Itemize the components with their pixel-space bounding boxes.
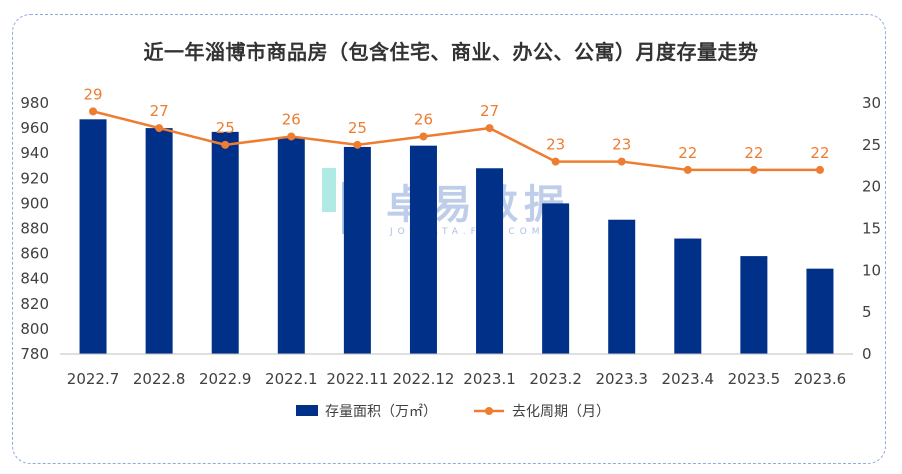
y-tick-right: 30 [862, 94, 881, 112]
data-label: 22 [744, 144, 763, 162]
y-tick-left: 860 [20, 245, 49, 263]
line-series: 29 27 25 26 25 26 27 23 23 22 22 22 [83, 85, 830, 174]
line-point [815, 165, 824, 174]
bar [806, 268, 834, 354]
line-point [287, 132, 296, 141]
data-label: 22 [810, 144, 829, 162]
x-tick-label: 2023.2 [529, 370, 582, 388]
y-tick-left: 880 [20, 220, 49, 238]
bar-series [79, 119, 834, 354]
y-tick-left: 800 [20, 320, 49, 338]
y-tick-right: 25 [862, 136, 881, 154]
legend-swatch-bar [296, 405, 318, 416]
x-tick-label: 2023.6 [794, 370, 847, 388]
bar [79, 119, 107, 354]
data-label: 26 [282, 110, 301, 128]
x-tick-label: 2023.4 [662, 370, 715, 388]
data-label: 26 [414, 110, 433, 128]
data-label: 23 [546, 136, 565, 154]
x-tick-label: 2023.1 [463, 370, 516, 388]
y-tick-right: 5 [862, 303, 872, 321]
x-tick-label: 2022.7 [67, 370, 120, 388]
data-label: 22 [678, 144, 697, 162]
line-point [617, 157, 626, 166]
data-label: 25 [216, 119, 235, 137]
bar [740, 256, 768, 354]
line-point [683, 165, 692, 174]
chart-title: 近一年淄博市商品房（包含住宅、商业、办公、公寓）月度存量走势 [143, 40, 759, 64]
x-tick-label: 2022.1 [265, 370, 318, 388]
y-axis-right: 0 5 10 15 20 25 30 [862, 94, 881, 363]
y-tick-right: 20 [862, 178, 881, 196]
y-tick-left: 940 [20, 144, 49, 162]
bar [476, 168, 504, 354]
bar [674, 238, 702, 354]
line-point [221, 140, 230, 149]
line-point [485, 124, 494, 133]
line-point [155, 124, 164, 133]
x-tick-label: 2022.11 [326, 370, 388, 388]
legend: 存量面积（万㎡） 去化周期（月） [296, 404, 610, 420]
y-tick-left: 980 [20, 94, 49, 112]
line-point [749, 165, 758, 174]
y-tick-left: 780 [20, 345, 49, 363]
bar [409, 145, 437, 354]
y-tick-right: 0 [862, 345, 872, 363]
x-tick-label: 2022.9 [199, 370, 252, 388]
x-tick-label: 2022.8 [133, 370, 186, 388]
y-tick-left: 840 [20, 270, 49, 288]
y-tick-right: 10 [862, 261, 881, 279]
bar [542, 203, 570, 354]
y-tick-left: 900 [20, 194, 49, 212]
line-point [353, 140, 362, 149]
bar [211, 131, 239, 354]
legend-label-line: 去化周期（月） [512, 404, 610, 420]
legend-label-bar: 存量面积（万㎡） [325, 404, 437, 420]
y-tick-left: 820 [20, 295, 49, 313]
bar [277, 138, 305, 354]
bar [343, 146, 371, 354]
data-label: 25 [348, 119, 367, 137]
legend-marker-dot [485, 407, 493, 415]
bar [608, 219, 636, 354]
y-tick-left: 920 [20, 169, 49, 187]
watermark-logo-icon [322, 168, 336, 212]
watermark-subtext: JOYDATA.FOJ.COM [389, 227, 545, 237]
line-path [92, 110, 820, 172]
data-label: 23 [612, 136, 631, 154]
x-tick-label: 2023.3 [595, 370, 648, 388]
x-axis: 2022.7 2022.8 2022.9 2022.1 2022.11 2022.12 20… [60, 353, 853, 388]
chart-frame [12, 14, 886, 464]
y-tick-left: 960 [20, 119, 49, 137]
y-tick-right: 15 [862, 220, 881, 238]
line-point [419, 132, 428, 141]
y-axis-left: 780 800 820 840 860 880 900 920 940 960 980 [20, 94, 49, 363]
bar [145, 128, 173, 354]
x-tick-label: 2023.5 [728, 370, 781, 388]
line-point [551, 157, 560, 166]
data-label: 29 [83, 85, 102, 103]
data-label: 27 [150, 102, 169, 120]
line-point [89, 107, 98, 116]
x-tick-label: 2022.12 [392, 370, 454, 388]
data-label: 27 [480, 102, 499, 120]
